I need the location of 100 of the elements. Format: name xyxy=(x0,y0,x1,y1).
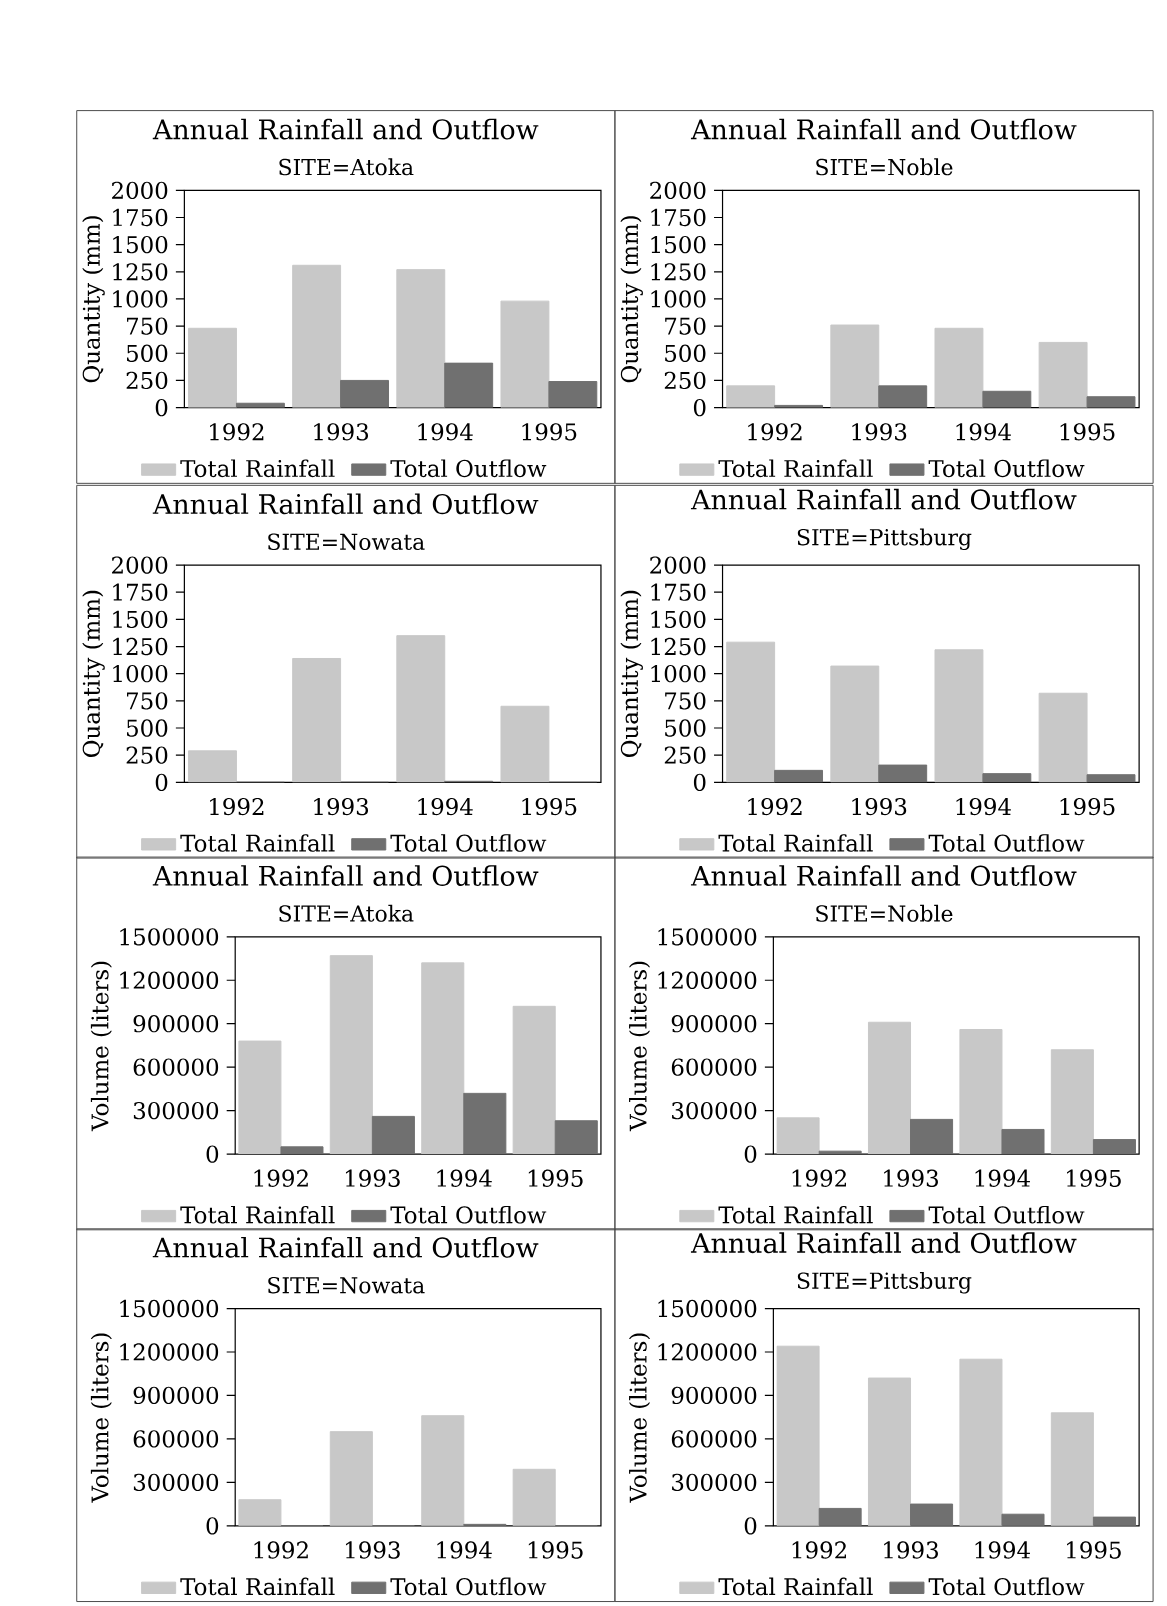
legend-label: Total Outflow xyxy=(928,459,1085,478)
legend-label: Total Outflow xyxy=(928,1205,1085,1224)
chart-subtitle: SITE=Noble xyxy=(816,158,953,176)
legend-label: Total Outflow xyxy=(390,1577,547,1596)
y-tick-label: 500 xyxy=(127,719,168,737)
y-tick-label: 1750 xyxy=(113,583,168,601)
chart-title: Annual Rainfall and Outflow xyxy=(690,1232,1077,1254)
y-tick-label: 300000 xyxy=(672,1473,757,1491)
chart-subtitle: SITE=Atoka xyxy=(279,904,414,922)
x-tick-label: 1995 xyxy=(522,423,577,441)
y-tick-label: 750 xyxy=(127,692,168,710)
y-axis-title: Volume (liters) xyxy=(629,961,651,1132)
x-tick-label: 1992 xyxy=(792,1169,846,1187)
y-tick-label: 2000 xyxy=(650,556,706,574)
x-tick-label: 1994 xyxy=(956,797,1011,816)
y-tick-label: 1250 xyxy=(113,263,168,281)
y-tick-label: 0 xyxy=(206,1517,219,1535)
chart-title: Annual Rainfall and Outflow xyxy=(152,865,539,886)
x-tick-label: 1994 xyxy=(418,423,473,441)
x-tick-label: 1995 xyxy=(522,797,577,816)
legend-label: Total Rainfall xyxy=(180,1205,335,1224)
x-tick-label: 1992 xyxy=(210,423,264,441)
y-tick-label: 0 xyxy=(693,398,706,417)
chart-title: Annual Rainfall and Outflow xyxy=(690,118,1077,140)
x-tick-label: 1994 xyxy=(975,1169,1030,1187)
y-tick-label: 900000 xyxy=(133,1015,219,1033)
x-tick-label: 1992 xyxy=(748,797,802,816)
x-tick-label: 1993 xyxy=(345,1541,400,1559)
x-tick-label: 1994 xyxy=(956,423,1011,441)
y-axis-title: Quantity (mm) xyxy=(82,216,105,383)
x-tick-label: 1992 xyxy=(254,1169,308,1187)
y-tick-label: 750 xyxy=(665,692,706,710)
legend-label: Total Outflow xyxy=(390,459,547,478)
chart-title: Annual Rainfall and Outflow xyxy=(152,493,539,515)
x-tick-label: 1994 xyxy=(437,1541,492,1559)
y-tick-label: 1500000 xyxy=(658,928,757,946)
legend-label: Total Outflow xyxy=(390,1205,547,1224)
chart-subtitle: SITE=Noble xyxy=(816,904,953,922)
y-tick-label: 300000 xyxy=(133,1473,219,1491)
y-tick-label: 900000 xyxy=(671,1015,757,1033)
y-tick-label: 500 xyxy=(665,344,706,362)
x-tick-label: 1995 xyxy=(528,1169,583,1187)
x-tick-label: 1993 xyxy=(884,1541,938,1559)
y-tick-label: 1750 xyxy=(113,208,168,227)
y-tick-label: 1500 xyxy=(651,610,706,629)
legend-label: Total Rainfall xyxy=(180,459,335,478)
chart-title: Annual Rainfall and Outflow xyxy=(152,1236,539,1258)
y-tick-label: 1000 xyxy=(651,665,706,683)
y-tick-label: 500 xyxy=(665,719,706,737)
y-tick-label: 0 xyxy=(206,1145,219,1163)
y-tick-label: 600000 xyxy=(133,1058,219,1076)
y-axis-title: Quantity (mm) xyxy=(82,590,105,758)
y-tick-label: 1500 xyxy=(113,610,168,629)
y-tick-label: 600000 xyxy=(671,1430,757,1448)
y-axis-title: Volume (liters) xyxy=(90,1333,112,1503)
x-tick-label: 1992 xyxy=(748,423,802,441)
x-tick-label: 1995 xyxy=(1067,1169,1121,1187)
y-tick-label: 750 xyxy=(127,317,168,335)
y-tick-label: 900000 xyxy=(671,1386,757,1405)
y-tick-label: 600000 xyxy=(133,1430,219,1448)
x-tick-label: 1992 xyxy=(210,797,264,816)
legend-label: Total Rainfall xyxy=(180,834,335,852)
y-tick-label: 1250 xyxy=(113,637,168,656)
y-tick-label: 300000 xyxy=(672,1101,757,1120)
y-tick-label: 1750 xyxy=(651,583,706,601)
y-tick-label: 2000 xyxy=(112,556,168,574)
y-tick-label: 1500000 xyxy=(658,1299,757,1318)
x-tick-label: 1993 xyxy=(852,797,907,816)
chart-subtitle: SITE=Atoka xyxy=(279,158,414,176)
x-tick-label: 1995 xyxy=(1060,797,1115,816)
x-tick-label: 1993 xyxy=(314,797,369,816)
chart-title: Annual Rainfall and Outflow xyxy=(690,488,1077,510)
legend-label: Total Rainfall xyxy=(718,1577,873,1596)
x-tick-label: 1993 xyxy=(345,1169,400,1187)
x-tick-label: 1993 xyxy=(314,423,369,441)
y-tick-label: 500 xyxy=(127,344,168,362)
legend-label: Total Rainfall xyxy=(718,1205,873,1224)
chart-subtitle: SITE=Pittsburg xyxy=(797,528,972,551)
y-tick-label: 0 xyxy=(744,1145,757,1163)
y-tick-label: 1500000 xyxy=(120,928,219,946)
x-tick-label: 1995 xyxy=(1067,1541,1121,1559)
x-tick-label: 1995 xyxy=(1060,423,1115,441)
legend-label: Total Outflow xyxy=(390,834,547,852)
y-tick-label: 1750 xyxy=(651,208,706,227)
chart-subtitle: SITE=Nowata xyxy=(268,533,425,551)
y-tick-label: 750 xyxy=(665,317,706,335)
y-tick-label: 2000 xyxy=(650,181,706,199)
chart-subtitle: SITE=Nowata xyxy=(268,1276,425,1294)
y-tick-label: 250 xyxy=(664,746,706,764)
y-tick-label: 1200000 xyxy=(658,1343,757,1361)
y-tick-label: 2000 xyxy=(112,181,168,199)
y-tick-label: 0 xyxy=(155,398,168,417)
y-tick-label: 0 xyxy=(693,773,706,791)
x-tick-label: 1994 xyxy=(437,1169,492,1187)
y-tick-label: 1000 xyxy=(113,665,168,683)
y-tick-label: 250 xyxy=(664,371,706,390)
y-tick-label: 0 xyxy=(744,1517,757,1535)
x-tick-label: 1994 xyxy=(975,1541,1030,1559)
y-axis-title: Quantity (mm) xyxy=(620,216,643,383)
y-tick-label: 1250 xyxy=(651,637,706,656)
